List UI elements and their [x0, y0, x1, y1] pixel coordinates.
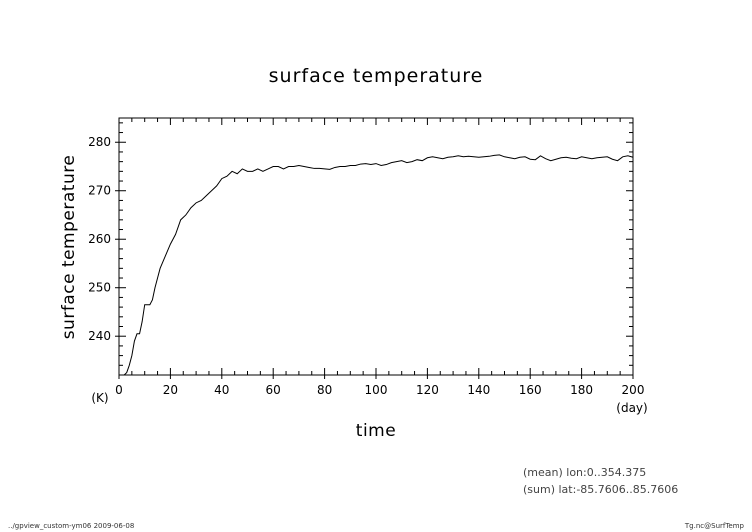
annotation-mean: (mean) lon:0..354.375 [523, 466, 646, 479]
plot-frame [118, 117, 634, 376]
footer-right: Tg.nc@SurfTemp [684, 522, 745, 530]
x-tick-label: 60 [266, 383, 281, 397]
series-line [119, 154, 634, 376]
y-axis-ticks: 240 250 260 270 280 [88, 122, 633, 376]
x-tick-label: 0 [115, 383, 123, 397]
x-axis-ticks: 0 20 40 60 80 100 120 140 160 180 200 [115, 118, 644, 397]
y-unit-label: (K) [91, 391, 108, 405]
x-tick-label: 140 [467, 383, 490, 397]
y-tick-label: 260 [88, 232, 111, 246]
y-tick-label: 270 [88, 184, 111, 198]
annotation-sum: (sum) lat:-85.7606..85.7606 [523, 483, 678, 496]
x-tick-label: 180 [570, 383, 593, 397]
x-axis-label: time [356, 421, 396, 441]
x-tick-label: 120 [416, 383, 439, 397]
x-tick-label: 200 [622, 383, 645, 397]
chart-title: surface temperature [269, 65, 484, 87]
y-tick-label: 280 [88, 135, 111, 149]
x-unit-label: (day) [616, 401, 647, 415]
x-tick-label: 160 [519, 383, 542, 397]
footer-left: ../gpview_custom-ym06 2009-06-08 [8, 522, 134, 530]
y-tick-label: 250 [88, 281, 111, 295]
y-tick-label: 240 [88, 329, 111, 343]
x-tick-label: 40 [214, 383, 229, 397]
y-axis-label: surface temperature [59, 155, 79, 340]
x-tick-label: 100 [365, 383, 388, 397]
x-tick-label: 80 [317, 383, 332, 397]
x-tick-label: 20 [163, 383, 178, 397]
